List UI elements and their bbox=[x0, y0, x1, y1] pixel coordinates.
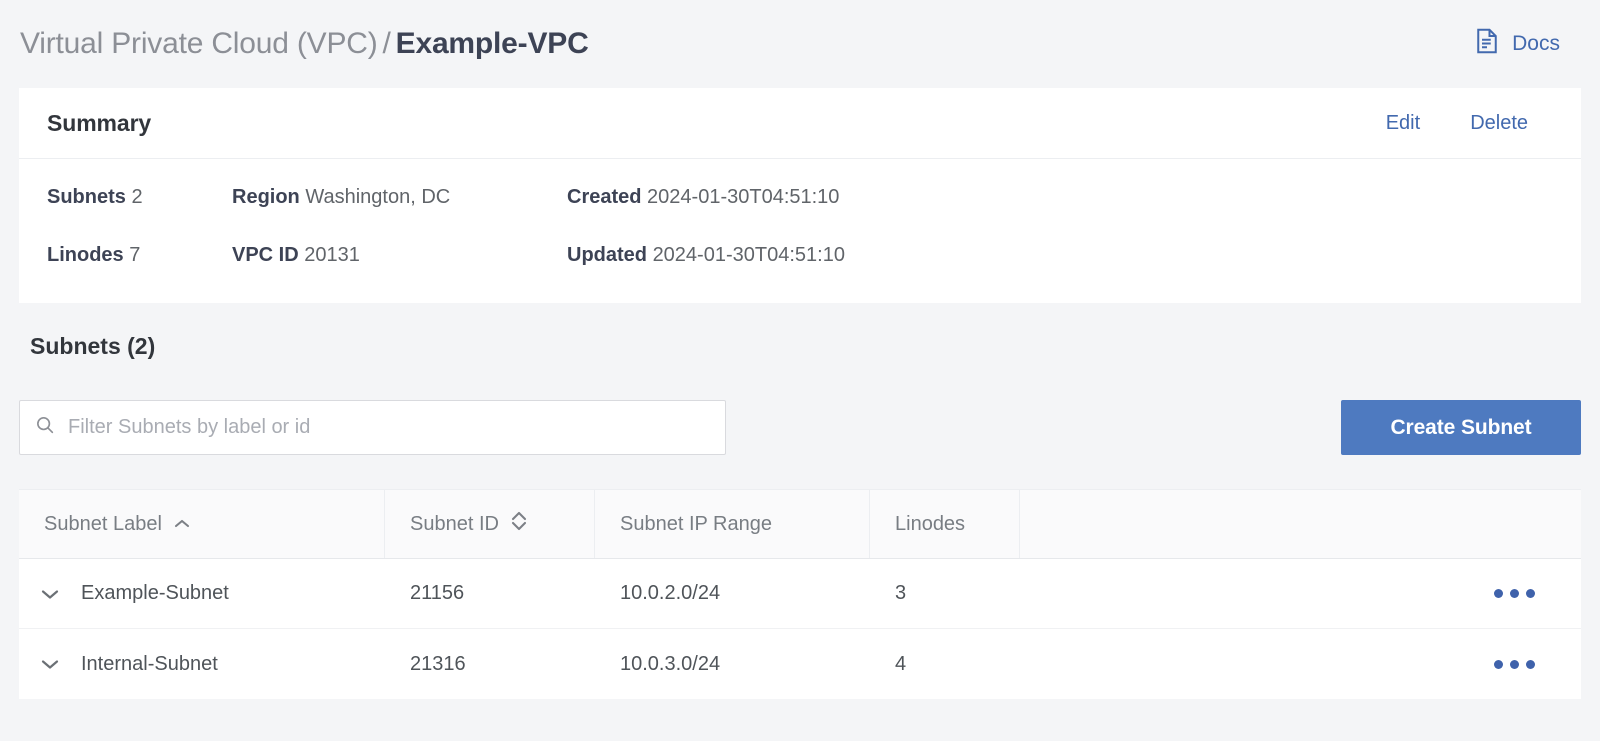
summary-subnets-value: 2 bbox=[131, 186, 143, 208]
summary-linodes-key: Linodes bbox=[47, 244, 124, 266]
summary-field-vpc-id: VPC ID 20131 bbox=[232, 244, 567, 267]
edit-button[interactable]: Edit bbox=[1385, 111, 1421, 134]
chevron-down-icon[interactable] bbox=[37, 651, 63, 677]
summary-row-1: Subnets 2 Region Washington, DC Created … bbox=[47, 186, 1553, 244]
cell-subnet-ip-range: 10.0.2.0/24 bbox=[620, 582, 721, 604]
summary-header: Summary Edit Delete bbox=[19, 88, 1581, 159]
column-header-subnet-ip-range-text: Subnet IP Range bbox=[620, 512, 772, 535]
cell-subnet-label: Internal-Subnet bbox=[19, 629, 385, 699]
cell-subnet-id: 21156 bbox=[410, 582, 465, 604]
summary-vpc-id-value: 20131 bbox=[304, 244, 360, 266]
summary-card: Summary Edit Delete Subnets 2 Region Was… bbox=[19, 88, 1581, 303]
summary-actions: Edit Delete bbox=[1386, 112, 1553, 135]
column-header-subnet-id-text: Subnet ID bbox=[410, 512, 499, 535]
search-input[interactable] bbox=[68, 416, 711, 439]
summary-body: Subnets 2 Region Washington, DC Created … bbox=[19, 159, 1581, 302]
search-icon bbox=[34, 414, 56, 441]
table-header-row: Subnet Label Subnet ID Subnet IP Ra bbox=[19, 489, 1581, 559]
column-header-linodes: Linodes bbox=[870, 490, 1020, 558]
subnets-section-title: Subnets (2) bbox=[30, 333, 156, 359]
subnet-filter-container[interactable] bbox=[19, 400, 726, 455]
cell-subnet-id: 21316 bbox=[410, 652, 466, 675]
summary-field-region: Region Washington, DC bbox=[232, 186, 567, 209]
subnet-label-text: Example-Subnet bbox=[81, 582, 229, 604]
cell-subnet-ip-range: 10.0.3.0/24 bbox=[620, 652, 721, 675]
summary-updated-value: 2024-01-30T04:51:10 bbox=[652, 244, 845, 266]
cell-linodes: 4 bbox=[895, 652, 907, 675]
summary-created-value: 2024-01-30T04:51:10 bbox=[647, 186, 840, 208]
column-header-linodes-text: Linodes bbox=[895, 512, 966, 535]
summary-created-key: Created bbox=[567, 186, 642, 208]
summary-region-key: Region bbox=[232, 186, 300, 208]
docs-label: Docs bbox=[1512, 32, 1560, 55]
table-row[interactable]: Example-Subnet 21156 10.0.2.0/24 3 bbox=[19, 559, 1581, 629]
breadcrumb: Virtual Private Cloud (VPC) / Example-VP… bbox=[20, 27, 589, 61]
summary-field-linodes: Linodes 7 bbox=[47, 244, 232, 267]
summary-title: Summary bbox=[47, 109, 152, 136]
chevron-down-icon[interactable] bbox=[37, 581, 63, 607]
ellipsis-icon[interactable] bbox=[1488, 583, 1541, 604]
subnets-table: Subnet Label Subnet ID Subnet IP Ra bbox=[19, 489, 1581, 699]
column-header-subnet-ip-range: Subnet IP Range bbox=[595, 490, 870, 558]
page-header: Virtual Private Cloud (VPC) / Example-VP… bbox=[0, 0, 1600, 88]
summary-updated-key: Updated bbox=[567, 244, 647, 266]
column-header-subnet-id[interactable]: Subnet ID bbox=[385, 490, 595, 558]
summary-field-subnets: Subnets 2 bbox=[47, 186, 232, 209]
column-header-actions bbox=[1020, 490, 1581, 558]
summary-field-created: Created 2024-01-30T04:51:10 bbox=[567, 186, 1067, 209]
summary-region-value: Washington, DC bbox=[305, 186, 451, 208]
cell-actions bbox=[1020, 559, 1581, 628]
summary-vpc-id-key: VPC ID bbox=[232, 244, 299, 266]
cell-linodes: 3 bbox=[895, 582, 907, 604]
summary-linodes-value: 7 bbox=[129, 244, 141, 266]
cell-subnet-label: Example-Subnet bbox=[19, 559, 385, 628]
summary-row-2: Linodes 7 VPC ID 20131 Updated 2024-01-3… bbox=[47, 244, 1553, 302]
breadcrumb-separator: / bbox=[382, 27, 391, 60]
page-title: Example-VPC bbox=[395, 27, 589, 60]
chevron-up-icon bbox=[173, 513, 191, 536]
docs-link[interactable]: Docs bbox=[1472, 26, 1580, 62]
document-icon bbox=[1472, 26, 1502, 62]
summary-subnets-key: Subnets bbox=[47, 186, 126, 208]
create-subnet-button[interactable]: Create Subnet bbox=[1341, 400, 1581, 455]
chevron-up-down-icon bbox=[510, 509, 528, 539]
summary-field-updated: Updated 2024-01-30T04:51:10 bbox=[567, 244, 1067, 267]
subnet-label-text: Internal-Subnet bbox=[81, 652, 218, 675]
breadcrumb-parent-link[interactable]: Virtual Private Cloud (VPC) bbox=[20, 27, 378, 60]
column-header-subnet-label[interactable]: Subnet Label bbox=[19, 490, 385, 558]
ellipsis-icon[interactable] bbox=[1488, 654, 1541, 675]
table-row[interactable]: Internal-Subnet 21316 10.0.3.0/24 4 bbox=[19, 629, 1581, 699]
delete-button[interactable]: Delete bbox=[1470, 111, 1528, 134]
cell-actions bbox=[1020, 629, 1581, 699]
column-header-subnet-label-text: Subnet Label bbox=[44, 512, 162, 535]
